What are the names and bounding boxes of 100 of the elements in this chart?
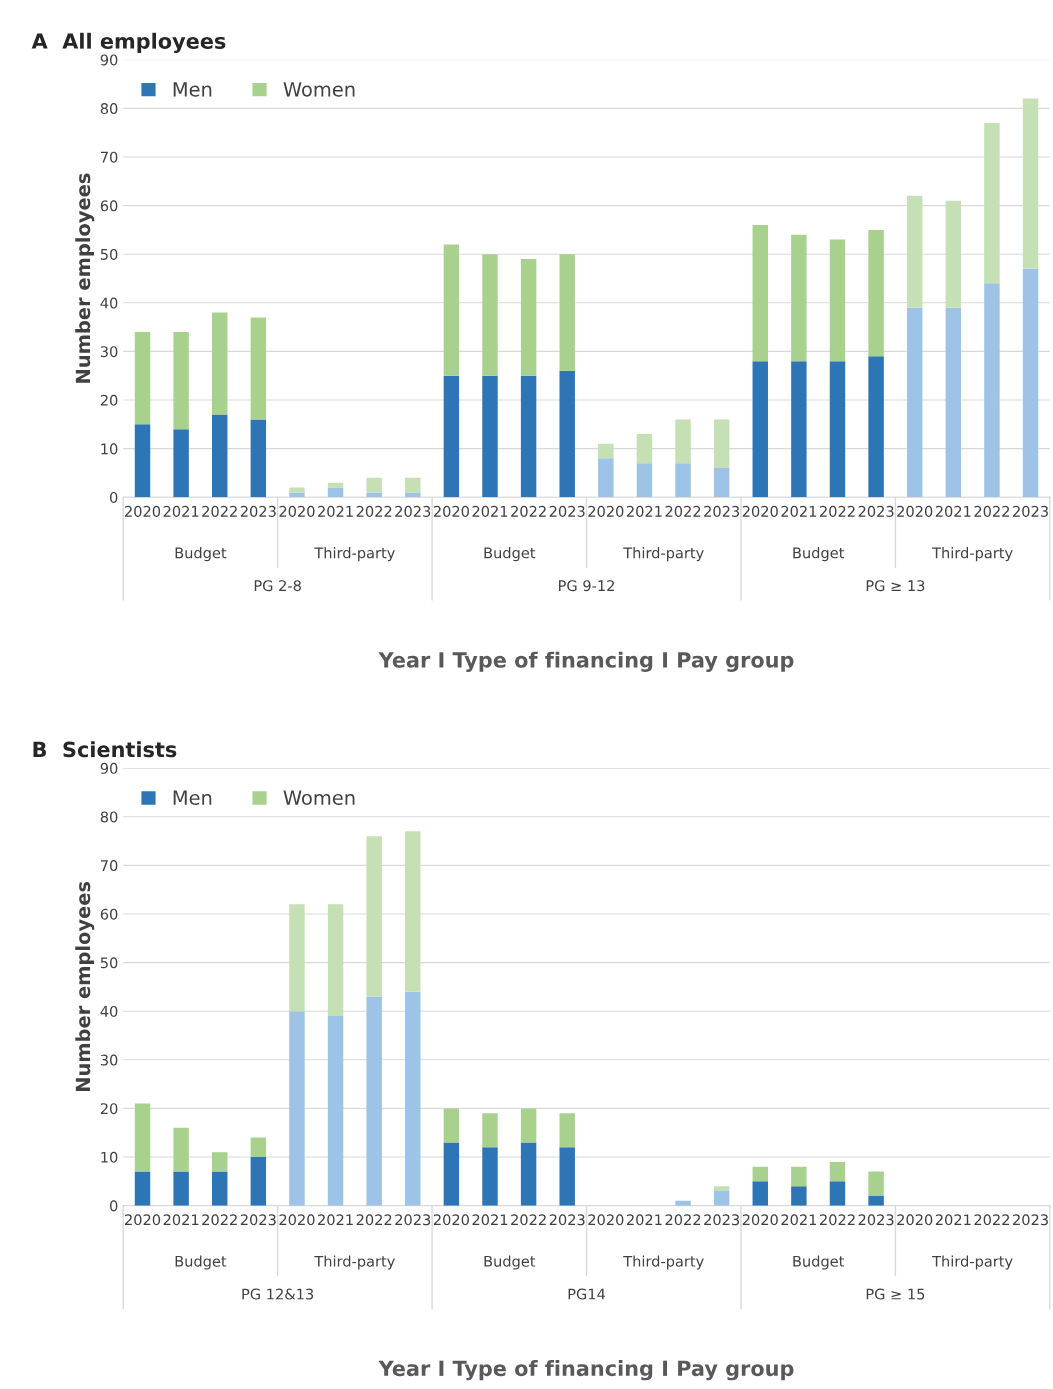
y-tick-label: 10 [101, 1151, 118, 1163]
bar [791, 234, 807, 362]
x-tick-label: 2021 [935, 1214, 971, 1226]
bar [829, 361, 846, 498]
bar [289, 1011, 305, 1206]
x-tick-label: 2023 [858, 505, 894, 517]
bar [791, 1166, 807, 1187]
text: Budget [793, 1255, 845, 1270]
text: PG ≥ 13 [866, 580, 925, 592]
bar [482, 375, 498, 498]
x-tick-label: 2021 [163, 505, 199, 517]
legend-label: Women [283, 82, 355, 97]
x-tick-label: 2020 [742, 505, 778, 517]
bar [443, 1108, 460, 1143]
bar [520, 1142, 537, 1206]
legend-label: Women [283, 790, 355, 806]
x-tick-label: 2021 [626, 505, 662, 517]
x-tick-label: 2020 [588, 1214, 624, 1226]
x-tick-label: 2022 [356, 1214, 392, 1226]
bar [752, 1181, 768, 1206]
bar [1022, 268, 1039, 498]
x-tick-label: 2023 [1013, 505, 1048, 517]
bar [366, 836, 382, 997]
bar [945, 307, 962, 498]
bar [520, 1108, 537, 1143]
bar [520, 259, 537, 376]
x-tick-label: 2022 [974, 1214, 1010, 1226]
x-tick-label: 2020 [279, 1214, 315, 1226]
y-tick-label: 90 [100, 762, 118, 774]
bar [443, 1142, 460, 1206]
y-tick-label: 70 [100, 151, 118, 163]
y-axis-title: Number employees [75, 881, 95, 1092]
bar [173, 1127, 189, 1172]
x-tick-label: 2020 [433, 505, 469, 517]
bar [829, 1181, 846, 1206]
bar [482, 254, 498, 376]
bar [752, 1166, 768, 1182]
bar [250, 1157, 267, 1206]
x-tick-label: 2022 [202, 505, 237, 517]
y-tick-label: 30 [100, 1054, 118, 1066]
bar [945, 200, 962, 308]
y-tick-label: 40 [100, 297, 118, 309]
y-tick-label: 20 [100, 1103, 118, 1115]
y-tick-label: 40 [100, 1005, 118, 1017]
bar [868, 1171, 884, 1196]
y-tick-label: 60 [100, 908, 118, 920]
text: PG 2-8 [254, 580, 301, 592]
legend-label: Men [173, 82, 212, 97]
x-tick-label: 2020 [588, 505, 624, 517]
text: Third-party [932, 1255, 1013, 1270]
text: Budget [175, 1255, 227, 1270]
y-tick-label: 60 [100, 200, 118, 212]
bar [173, 1171, 189, 1206]
bar [212, 1152, 228, 1172]
bar [405, 831, 421, 992]
bar [405, 991, 421, 1206]
x-tick-label: 2023 [549, 1214, 585, 1226]
chart-title: A All employees [31, 32, 226, 54]
bar [443, 375, 460, 498]
x-tick-label: 2022 [356, 505, 392, 517]
bar [713, 419, 730, 469]
text: PG 9-12 [559, 580, 614, 592]
x-tick-label: 2021 [318, 505, 353, 517]
bar [752, 225, 768, 362]
bar [713, 1186, 730, 1192]
bar [482, 1113, 498, 1148]
y-tick-label: 20 [100, 394, 118, 406]
x-tick-label: 2023 [395, 505, 431, 517]
bar [829, 1161, 846, 1182]
bar [250, 1137, 267, 1158]
bar [134, 424, 151, 498]
bar [559, 1147, 575, 1206]
bar [289, 492, 305, 498]
bar [327, 487, 344, 498]
x-tick-label: 2021 [163, 1214, 199, 1226]
x-tick-label: 2023 [395, 1214, 431, 1226]
x-tick-label: 2023 [1013, 1214, 1048, 1226]
text: PG14 [568, 1288, 606, 1300]
y-tick-label: 0 [110, 491, 118, 504]
y-tick-label: 0 [110, 1200, 118, 1212]
bar [366, 477, 382, 493]
bar [520, 375, 537, 498]
y-tick-label: 50 [100, 957, 118, 969]
bar [1022, 98, 1039, 269]
bar [906, 307, 923, 498]
bar [636, 434, 653, 464]
bar [289, 904, 305, 1012]
y-tick-label: 80 [100, 103, 118, 115]
text: Budget [484, 547, 536, 562]
bar [675, 419, 691, 464]
bar [482, 1147, 498, 1206]
x-tick-label: 2020 [279, 505, 315, 517]
x-tick-label: 2022 [974, 505, 1010, 517]
bar [791, 1186, 807, 1206]
y-tick-label: 30 [100, 346, 118, 358]
bar [868, 229, 884, 357]
x-tick-label: 2020 [125, 1214, 161, 1226]
bar [366, 492, 382, 498]
text: Budget [793, 547, 845, 562]
bar [327, 1016, 344, 1206]
